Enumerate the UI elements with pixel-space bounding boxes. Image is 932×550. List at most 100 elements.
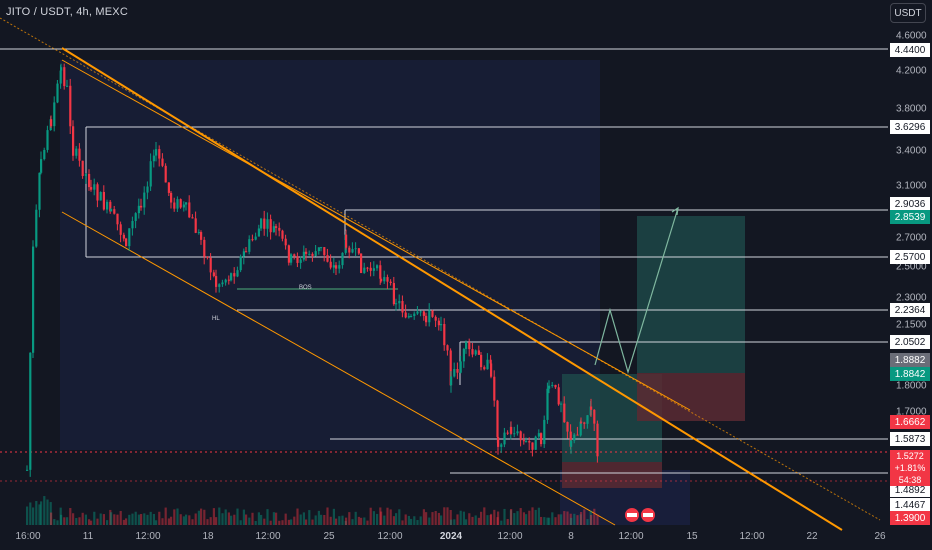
price-axis-label: 2.3000 <box>896 292 927 304</box>
volume-bar <box>194 513 197 525</box>
last-price-tag[interactable]: 1.5272 +1.81% 54:38 <box>890 450 930 486</box>
volume-bar <box>422 509 425 525</box>
currency-button[interactable]: USDT <box>890 3 926 23</box>
volume-bar <box>311 519 314 525</box>
level-tag-1.3900[interactable]: 1.3900 <box>890 511 930 525</box>
candle-body <box>586 415 589 424</box>
volume-bar <box>93 511 96 525</box>
level-tag-4.4400[interactable]: 4.4400 <box>890 43 930 57</box>
candle-body <box>263 218 266 229</box>
candle-body <box>212 272 215 277</box>
level-tag-2.5700[interactable]: 2.5700 <box>890 250 930 264</box>
candle-body <box>296 256 299 263</box>
price-axis-label: 3.4000 <box>896 145 927 157</box>
candle-body <box>477 350 480 355</box>
stop-price-tag[interactable]: 1.6662 <box>890 415 930 429</box>
volume-bar <box>212 508 215 525</box>
event-icon-1[interactable] <box>625 508 639 522</box>
target-zone[interactable] <box>637 216 745 373</box>
volume-bar <box>450 519 453 525</box>
candle-body <box>519 431 522 441</box>
event-icon-2[interactable] <box>641 508 655 522</box>
level-tag-3.6296[interactable]: 3.6296 <box>890 120 930 134</box>
candle-body <box>245 251 248 253</box>
candle-body <box>383 277 386 282</box>
volume-bar <box>284 513 287 525</box>
candle-body <box>188 202 191 218</box>
stop-zone[interactable] <box>637 373 745 421</box>
volume-bar <box>348 512 351 525</box>
candle-body <box>450 376 453 386</box>
symbol-title[interactable]: JITO / USDT, 4h, MEXC <box>6 6 128 18</box>
candle-body <box>379 265 382 279</box>
candle-body <box>376 265 379 269</box>
volume-bar <box>548 517 551 525</box>
candle-body <box>161 158 164 166</box>
candle-body <box>563 403 566 423</box>
descending-channel[interactable] <box>0 17 881 531</box>
candle-body <box>493 376 496 401</box>
volume-bar <box>143 513 146 525</box>
level-tag-1.5873[interactable]: 1.5873 <box>890 432 930 446</box>
level-tag-2.0502[interactable]: 2.0502 <box>890 335 930 349</box>
candle-body <box>113 209 116 214</box>
candle-body <box>569 431 572 447</box>
level-tag-2.2364[interactable]: 2.2364 <box>890 303 930 317</box>
volume-bar <box>146 514 149 525</box>
candle-body <box>131 220 134 229</box>
candle-body <box>389 281 392 284</box>
candle-body <box>40 159 43 173</box>
candle-body <box>215 276 218 287</box>
volume-bar <box>206 519 209 525</box>
price-axis-label: 3.1000 <box>896 180 927 192</box>
projected-path-arrowhead <box>671 206 679 216</box>
level-tag-1.4467[interactable]: 1.4467 <box>890 498 930 512</box>
candle-body <box>221 282 224 285</box>
volume-bar <box>269 520 272 525</box>
level-tag-1.4892[interactable]: 1.4892 <box>890 483 930 497</box>
time-axis-label: 26 <box>874 531 886 542</box>
candle-body <box>459 361 462 373</box>
candle-body <box>287 245 290 263</box>
candle-body <box>401 300 404 313</box>
candle-body <box>593 409 596 424</box>
candle-body <box>35 209 38 247</box>
candle-body <box>134 213 137 221</box>
candle-body <box>206 256 209 258</box>
volume-bar <box>593 508 596 525</box>
volume-bar <box>99 513 102 525</box>
candle-body <box>590 406 593 410</box>
candle-body <box>32 246 35 353</box>
candle-body <box>197 232 200 234</box>
volume-bar <box>317 510 320 525</box>
projected-path[interactable] <box>594 207 679 375</box>
channel-outer-dotted-line[interactable] <box>0 17 881 521</box>
level-tag-2.9036[interactable]: 2.9036 <box>890 197 930 211</box>
candle-body <box>513 433 516 435</box>
volume-bar <box>125 518 128 525</box>
horizontal-levels[interactable] <box>0 48 888 482</box>
candle-body <box>416 311 419 314</box>
candle-body <box>471 349 474 355</box>
candle-body <box>185 202 188 205</box>
volume-bar <box>302 512 305 525</box>
volume-bar <box>570 517 573 525</box>
volume-bar <box>96 518 99 525</box>
channel-lower-line[interactable] <box>61 211 616 526</box>
candle-body <box>317 247 320 252</box>
candle-body <box>218 284 221 287</box>
entry-price-tag[interactable]: 1.8842 <box>890 367 930 381</box>
level-tag-1.8882[interactable]: 1.8882 <box>890 353 930 367</box>
volume-bar <box>227 512 230 525</box>
candle-body <box>257 228 260 237</box>
channel-upper-line[interactable] <box>61 47 843 531</box>
long-position-stop-zone[interactable] <box>562 462 662 488</box>
volume-bar <box>341 515 344 525</box>
volume-bar <box>170 516 173 525</box>
candle-body <box>540 433 543 445</box>
time-axis-label: 12:00 <box>497 531 523 542</box>
time-axis-label: 12:00 <box>255 531 281 542</box>
target-price-tag[interactable]: 2.8539 <box>890 210 930 224</box>
